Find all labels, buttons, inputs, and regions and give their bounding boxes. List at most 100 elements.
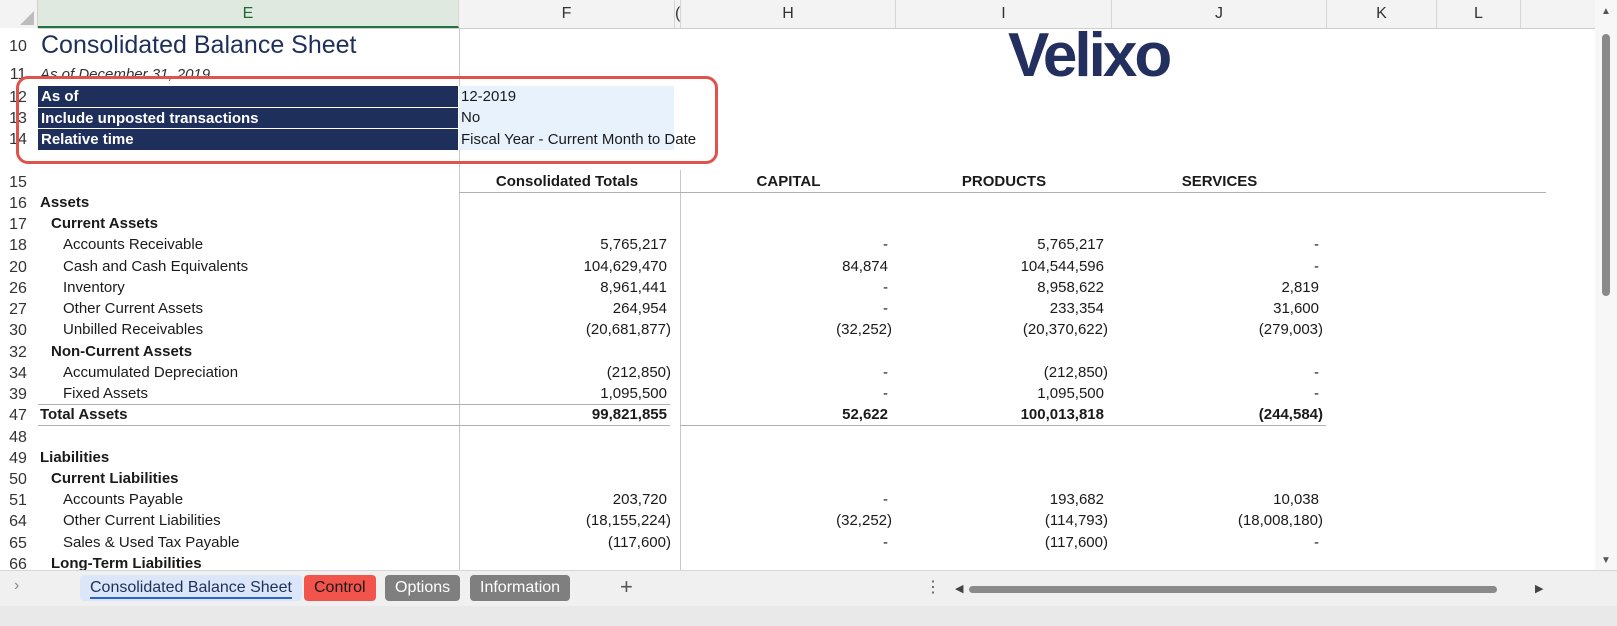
cell-f[interactable]: 1,095,500 [600, 385, 667, 402]
row-number[interactable]: 50 [9, 471, 27, 488]
row-label[interactable]: Liabilities [40, 449, 110, 466]
row-label[interactable]: Accounts Payable [63, 491, 184, 508]
cell-f[interactable]: 264,954 [612, 300, 667, 317]
row-number[interactable]: 10 [9, 38, 27, 55]
cell-f[interactable]: (18,155,224) [585, 512, 671, 529]
column-header-j[interactable]: J [1112, 0, 1327, 28]
scroll-right-icon[interactable]: ▶ [1535, 583, 1544, 595]
row-label[interactable]: Fixed Assets [63, 385, 149, 402]
row-label[interactable]: Assets [40, 194, 90, 211]
cell-h[interactable]: 84,874 [842, 258, 888, 275]
row-label[interactable]: Current Assets [51, 215, 158, 232]
header-consolidated-totals[interactable]: Consolidated Totals [495, 173, 639, 190]
row-label[interactable]: Other Current Liabilities [63, 512, 221, 529]
cell-f[interactable]: 99,821,855 [591, 406, 667, 423]
header-capital[interactable]: CAPITAL [756, 173, 821, 190]
cell-j[interactable]: (279,003) [1258, 321, 1323, 338]
row-label[interactable]: Non-Current Assets [51, 343, 193, 360]
cell-h[interactable]: - [883, 279, 888, 296]
cell-j[interactable]: - [1314, 236, 1319, 253]
horizontal-scroll-thumb[interactable] [969, 586, 1497, 593]
row-label[interactable]: Cash and Cash Equivalents [63, 258, 249, 275]
row-number[interactable]: 16 [9, 195, 27, 212]
tab-consolidated-balance-sheet[interactable]: Consolidated Balance Sheet [80, 575, 302, 601]
row-label[interactable]: Long-Term Liabilities [51, 555, 202, 572]
cell-j[interactable]: - [1314, 258, 1319, 275]
cell-i[interactable]: 233,354 [1049, 300, 1104, 317]
cell-h[interactable]: - [883, 385, 888, 402]
cell-f[interactable]: (117,600) [607, 534, 671, 551]
row-number[interactable]: 26 [9, 280, 27, 297]
scroll-left-icon[interactable]: ◀ [955, 583, 964, 595]
cell-i[interactable]: 5,765,217 [1037, 236, 1104, 253]
cell-h[interactable]: (32,252) [836, 321, 892, 338]
row-label[interactable]: Accumulated Depreciation [63, 364, 239, 381]
row-number[interactable]: 18 [9, 237, 27, 254]
select-all-corner[interactable] [0, 0, 38, 28]
row-number[interactable]: 65 [9, 535, 27, 552]
param-value-as-of[interactable]: 12-2019 [461, 88, 517, 105]
cell-h[interactable]: - [883, 236, 888, 253]
cell-i[interactable]: (212,850) [1043, 364, 1108, 381]
cell-f[interactable]: 203,720 [612, 491, 667, 508]
horizontal-scrollbar[interactable]: ◀ ▶ [955, 580, 1550, 598]
row-number[interactable]: 39 [9, 386, 27, 403]
cell-f[interactable]: 5,765,217 [600, 236, 667, 253]
cell-j[interactable]: - [1314, 385, 1319, 402]
cell-j[interactable]: 10,038 [1273, 491, 1319, 508]
cell-h[interactable]: - [883, 491, 888, 508]
scroll-up-icon[interactable]: ▲ [1601, 6, 1611, 17]
report-title[interactable]: Consolidated Balance Sheet [41, 31, 357, 59]
cell-i[interactable]: (20,370,622) [1022, 321, 1108, 338]
row-label[interactable]: Unbilled Receivables [63, 321, 204, 338]
column-header-h[interactable]: H [681, 0, 896, 28]
row-label[interactable]: Inventory [63, 279, 125, 296]
cell-i[interactable]: (117,600) [1044, 534, 1108, 551]
cell-i[interactable]: 1,095,500 [1037, 385, 1104, 402]
column-header-f[interactable]: F [459, 0, 675, 28]
row-number[interactable]: 27 [9, 301, 27, 318]
cell-i[interactable]: 104,544,596 [1020, 258, 1104, 275]
cell-j[interactable]: 31,600 [1273, 300, 1319, 317]
column-header-e[interactable]: E [38, 0, 459, 28]
header-products[interactable]: PRODUCTS [961, 173, 1047, 190]
cell-j[interactable]: - [1314, 534, 1319, 551]
cell-h[interactable]: - [883, 534, 888, 551]
row-number[interactable]: 32 [9, 344, 27, 361]
row-number[interactable]: 20 [9, 259, 27, 276]
tab-information[interactable]: Information [470, 575, 571, 601]
vertical-scrollbar[interactable]: ▲ ▼ [1595, 0, 1617, 570]
row-number[interactable]: 47 [9, 407, 27, 424]
cell-f[interactable]: 104,629,470 [583, 258, 667, 275]
row-label[interactable]: Current Liabilities [51, 470, 179, 487]
cell-f[interactable]: (20,681,877) [585, 321, 671, 338]
add-sheet-button[interactable]: + [620, 574, 633, 599]
cell-h[interactable]: (32,252) [836, 512, 892, 529]
cell-f[interactable]: 8,961,441 [600, 279, 667, 296]
param-value-relative-time[interactable]: Fiscal Year - Current Month to Date [461, 131, 697, 148]
cell-h[interactable]: 52,622 [842, 406, 888, 423]
param-value-unposted[interactable]: No [461, 109, 481, 126]
row-number[interactable]: 66 [9, 556, 27, 573]
column-header-i[interactable]: I [896, 0, 1112, 28]
row-number[interactable]: 48 [9, 429, 27, 446]
column-header-l[interactable]: L [1437, 0, 1521, 28]
cell-f[interactable]: (212,850) [606, 364, 671, 381]
cell-j[interactable]: 2,819 [1281, 279, 1319, 296]
row-label[interactable]: Sales & Used Tax Payable [63, 534, 240, 551]
vertical-scroll-thumb[interactable] [1602, 34, 1610, 296]
row-label[interactable]: Other Current Assets [63, 300, 204, 317]
row-number[interactable]: 17 [9, 216, 27, 233]
tab-control[interactable]: Control [304, 575, 376, 601]
row-number[interactable]: 34 [9, 365, 27, 382]
cell-h[interactable]: - [883, 364, 888, 381]
cell-h[interactable]: - [883, 300, 888, 317]
cell-j[interactable]: (18,008,180) [1237, 512, 1323, 529]
row-label[interactable]: Accounts Receivable [63, 236, 204, 253]
column-header-k[interactable]: K [1327, 0, 1437, 28]
row-label[interactable]: Total Assets [40, 406, 128, 423]
row-number[interactable]: 51 [9, 492, 27, 509]
row-number[interactable]: 30 [9, 322, 27, 339]
row-number[interactable]: 15 [9, 174, 27, 191]
header-services[interactable]: SERVICES [1181, 173, 1258, 190]
